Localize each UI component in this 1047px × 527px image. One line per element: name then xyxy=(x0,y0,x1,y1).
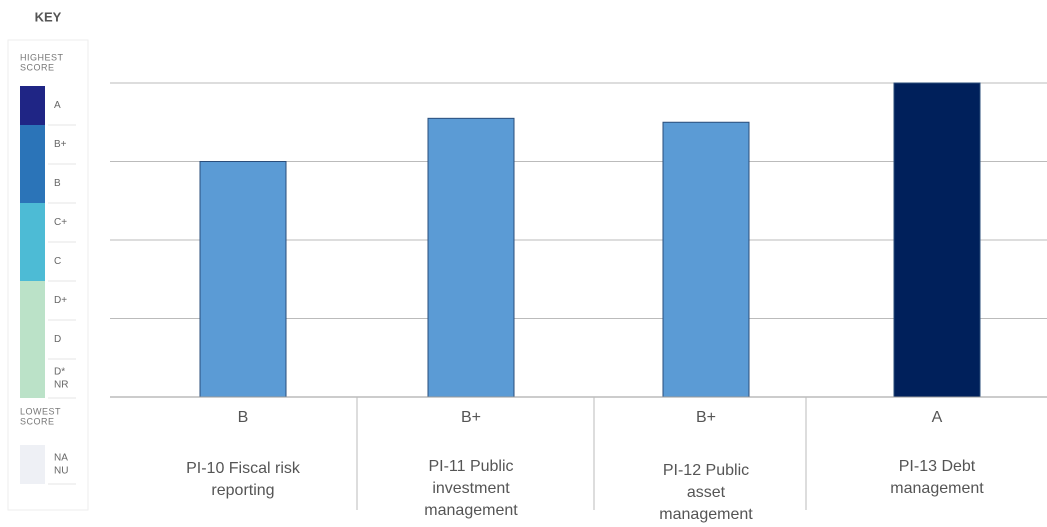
score-label: B+ xyxy=(696,409,716,426)
key-label: NA xyxy=(54,453,68,464)
key-swatch xyxy=(20,125,45,203)
key-label: D+ xyxy=(54,295,67,306)
key-highest: HIGHEST xyxy=(20,52,64,62)
bar xyxy=(662,121,750,398)
key-label: C xyxy=(54,256,61,267)
bar xyxy=(427,117,515,398)
category-label: PI-10 Fiscal risk reporting xyxy=(186,460,300,499)
key-label: NU xyxy=(54,466,68,477)
key-label: D* xyxy=(54,367,65,378)
score-label: A xyxy=(932,409,943,426)
category-label: PI-13 Debt management xyxy=(890,458,984,497)
key-swatch xyxy=(20,86,45,125)
key-highest: SCORE xyxy=(20,62,55,72)
bar xyxy=(199,161,287,398)
category-label: PI-12 Public asset management xyxy=(659,462,753,523)
key-title: KEY xyxy=(35,9,62,24)
key-lowest: LOWEST xyxy=(20,406,61,416)
key-swatch xyxy=(20,203,45,281)
key-label: NR xyxy=(54,380,68,391)
key-box xyxy=(7,39,89,511)
score-label: B xyxy=(238,409,249,426)
key-label: A xyxy=(54,100,61,111)
score-label: B+ xyxy=(461,409,481,426)
key-swatch xyxy=(20,281,45,398)
key-lowest: SCORE xyxy=(20,416,55,426)
key-label: D xyxy=(54,334,61,345)
key-label: C+ xyxy=(54,217,67,228)
category-label: PI-11 Public investment management xyxy=(424,458,518,519)
bar xyxy=(893,82,981,398)
key-swatch xyxy=(20,445,45,484)
key-label: B+ xyxy=(54,139,67,150)
key-label: B xyxy=(54,178,61,189)
